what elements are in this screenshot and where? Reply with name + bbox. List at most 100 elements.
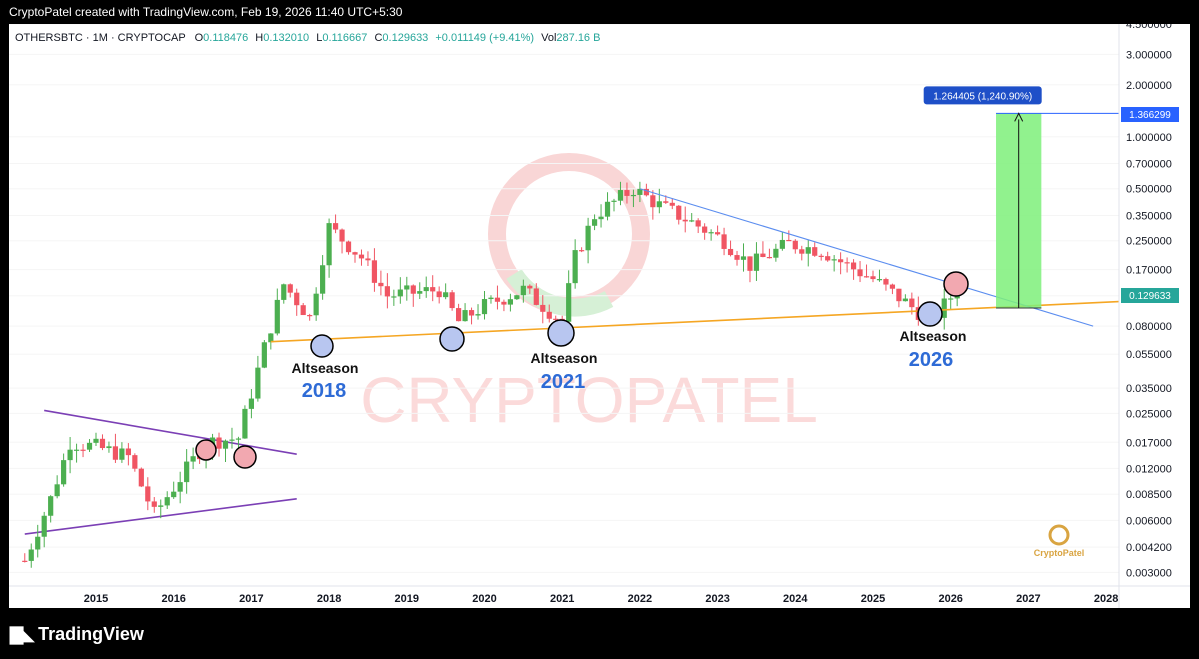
candle-body	[630, 194, 637, 197]
candle-body	[177, 482, 183, 492]
current-price-tag	[1121, 288, 1179, 303]
y-tick-label: 0.055000	[1126, 349, 1172, 361]
candle-body	[876, 279, 883, 281]
altseason-2018-year: 2018	[302, 380, 347, 402]
candle-body	[883, 279, 889, 285]
candle-body	[721, 234, 727, 249]
support-line	[270, 300, 1120, 343]
cryptopatel-watermark: CRYPTOPATEL	[360, 153, 818, 436]
candle-body	[805, 247, 811, 254]
candle-body	[268, 333, 274, 343]
candle-body	[637, 188, 643, 195]
y-tick-label: 0.004200	[1126, 542, 1172, 554]
x-tick-label: 2015	[84, 593, 108, 605]
y-axis: 4.500000 3.000000 2.000000 1.000000 0.700000…	[1126, 19, 1172, 579]
candle-body	[48, 496, 54, 516]
candle-body	[358, 254, 365, 259]
measure-label-text: 1.264405 (1,240.90%)	[933, 91, 1032, 102]
resistance-test-marker	[943, 271, 969, 297]
credit-bar: CryptoPatel created with TradingView.com…	[0, 0, 1199, 24]
watermark-text: CRYPTOPATEL	[360, 364, 818, 436]
tradingview-logo[interactable]: ▇◣ TradingView	[10, 624, 144, 645]
candle-body	[727, 248, 734, 256]
candle-body	[948, 298, 954, 300]
x-tick-label: 2018	[317, 593, 341, 605]
candle-body	[61, 460, 67, 485]
target-price-tag	[1121, 107, 1179, 122]
candle-body	[799, 249, 805, 254]
y-tick-label: 0.170000	[1126, 265, 1172, 277]
target-price-text: 1.366299	[1129, 110, 1171, 121]
candle-body	[689, 220, 695, 222]
candle-body	[73, 449, 80, 451]
footer-bar	[0, 608, 1199, 659]
candle-body	[313, 293, 319, 316]
current-price-text: 0.129633	[1129, 291, 1171, 302]
y-tick-label: 1.000000	[1126, 132, 1172, 144]
candle-body	[222, 440, 229, 449]
y-tick-label: 0.025000	[1126, 408, 1172, 420]
candle-body	[145, 486, 151, 502]
candle-body	[307, 315, 313, 317]
candle-body	[125, 448, 131, 456]
candle-body	[397, 289, 403, 297]
x-tick-label: 2024	[783, 593, 808, 605]
altseason-2021-label: Altseason	[531, 350, 598, 366]
candle-body	[902, 298, 908, 302]
candle-body	[35, 536, 41, 550]
retest-2016-marker	[233, 445, 257, 469]
candle-body	[404, 285, 410, 290]
candle-body	[812, 247, 818, 256]
wedge-upper-line	[44, 409, 297, 455]
y-tick-label: 0.080000	[1126, 321, 1172, 333]
x-tick-label: 2021	[550, 593, 574, 605]
candle-body	[786, 239, 792, 242]
candle-body	[494, 297, 501, 302]
chart-frame[interactable]: CRYPTOPATEL 1.264405 (1,240.90%) Altseas…	[9, 19, 1190, 608]
x-tick-label: 2019	[395, 593, 419, 605]
candle-body	[753, 253, 760, 271]
candle-body	[54, 484, 60, 497]
candle-body	[430, 287, 436, 292]
candle-body	[255, 367, 261, 399]
candle-body	[598, 216, 604, 220]
candle-body	[229, 439, 235, 441]
candle-body	[417, 291, 423, 294]
altseason-2026-year: 2026	[909, 349, 954, 371]
candle-body	[572, 250, 578, 284]
price-chart[interactable]: CRYPTOPATEL 1.264405 (1,240.90%) Altseas…	[9, 19, 1190, 608]
candle-body	[332, 223, 339, 230]
y-tick-label: 0.008500	[1126, 489, 1172, 501]
open-label: O	[195, 32, 204, 44]
candle-body	[585, 225, 591, 251]
candle-body	[870, 276, 876, 280]
close-label: C	[374, 32, 382, 44]
candle-body	[481, 299, 488, 315]
candle-body	[41, 515, 47, 537]
y-tick-label: 2.000000	[1126, 80, 1172, 92]
low-value: 0.116667	[322, 32, 367, 44]
candle-body	[449, 292, 455, 309]
candle-body	[818, 255, 824, 257]
candle-body	[650, 195, 656, 208]
candle-body	[676, 205, 682, 220]
candle-body	[216, 437, 222, 449]
candle-body	[423, 287, 429, 292]
candle-body	[488, 297, 494, 300]
candle-body	[248, 398, 254, 409]
x-tick-label: 2025	[861, 593, 885, 605]
y-tick-label: 0.700000	[1126, 159, 1172, 171]
y-tick-label: 0.006000	[1126, 515, 1172, 527]
candle-body	[863, 276, 870, 278]
x-tick-label: 2028	[1094, 593, 1118, 605]
logo-icon	[1048, 524, 1070, 546]
trend-lines	[270, 188, 1120, 343]
candle-body	[320, 265, 326, 294]
candle-body	[261, 342, 267, 368]
credit-text: CryptoPatel created with TradingView.com…	[9, 5, 403, 19]
candle-body	[462, 310, 468, 322]
candle-body	[138, 468, 144, 487]
candle-body	[909, 298, 915, 308]
candle-body	[546, 311, 552, 319]
candle-body	[779, 239, 785, 249]
